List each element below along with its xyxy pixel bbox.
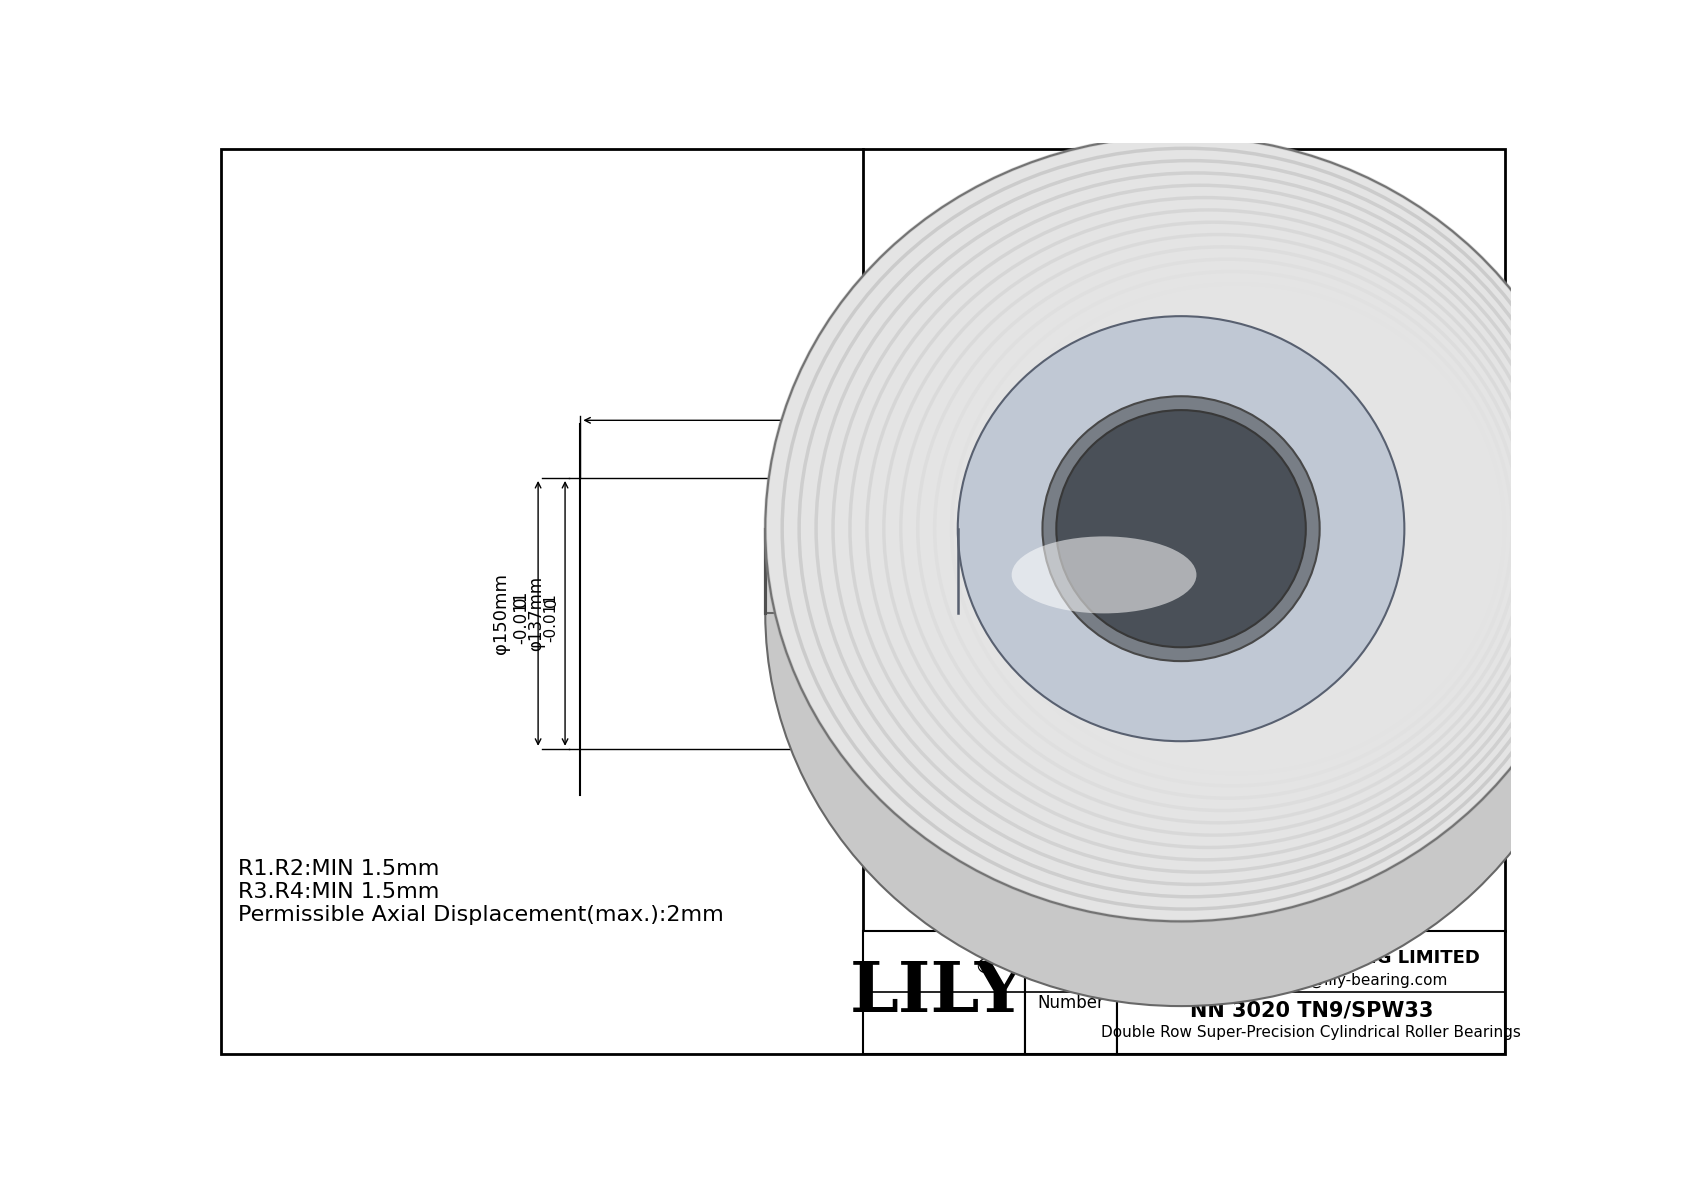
Text: Double Row Super-Precision Cylindrical Roller Bearings: Double Row Super-Precision Cylindrical R… bbox=[1101, 1025, 1521, 1041]
Text: 0: 0 bbox=[544, 597, 559, 606]
Text: ®: ® bbox=[973, 958, 994, 977]
Ellipse shape bbox=[765, 136, 1596, 922]
Text: 0: 0 bbox=[849, 389, 861, 407]
Ellipse shape bbox=[765, 220, 1596, 1006]
Text: SHANGHAI LILY BEARING LIMITED: SHANGHAI LILY BEARING LIMITED bbox=[1142, 949, 1480, 967]
Text: Email: lilybearing@lily-bearing.com: Email: lilybearing@lily-bearing.com bbox=[1175, 972, 1447, 987]
Bar bbox=[1002, 544, 1017, 580]
Text: 3mm: 3mm bbox=[1154, 424, 1201, 442]
Bar bbox=[1002, 647, 1017, 682]
Text: 0: 0 bbox=[1179, 597, 1197, 607]
Polygon shape bbox=[765, 529, 958, 613]
Bar bbox=[946, 709, 968, 749]
Text: Part
Number: Part Number bbox=[1037, 973, 1105, 1011]
Text: R3: R3 bbox=[1088, 524, 1110, 542]
Ellipse shape bbox=[958, 316, 1404, 741]
Text: φ119.4mm: φ119.4mm bbox=[1229, 565, 1248, 662]
Text: R1.R2:MIN 1.5mm: R1.R2:MIN 1.5mm bbox=[237, 859, 440, 879]
Text: 0: 0 bbox=[512, 597, 530, 607]
Text: -0.011: -0.011 bbox=[544, 593, 559, 642]
Text: 5.5mm: 5.5mm bbox=[1145, 439, 1209, 457]
Text: φ100mm: φ100mm bbox=[1197, 573, 1216, 654]
Text: φ150mm: φ150mm bbox=[492, 573, 510, 654]
Ellipse shape bbox=[1042, 481, 1320, 746]
Ellipse shape bbox=[1042, 397, 1320, 661]
Text: LILY: LILY bbox=[850, 959, 1026, 1025]
Bar bbox=[1081, 478, 1128, 749]
Bar bbox=[1002, 600, 1081, 626]
Ellipse shape bbox=[1012, 536, 1196, 613]
Bar bbox=[1026, 930, 1116, 1054]
Bar bbox=[862, 930, 1026, 1054]
Text: -0.01: -0.01 bbox=[1179, 596, 1197, 638]
Text: NN 3020 TN9/SPW33: NN 3020 TN9/SPW33 bbox=[1189, 1000, 1433, 1021]
Text: φ137mm: φ137mm bbox=[527, 575, 546, 651]
Bar bbox=[946, 478, 968, 518]
Text: R1: R1 bbox=[1088, 485, 1110, 503]
Bar bbox=[946, 518, 1017, 709]
Text: R4: R4 bbox=[1088, 523, 1110, 542]
Text: 37mm -0.2: 37mm -0.2 bbox=[805, 404, 904, 422]
Bar bbox=[1116, 930, 1505, 1054]
Text: R3.R4:MIN 1.5mm: R3.R4:MIN 1.5mm bbox=[237, 883, 440, 902]
Text: -0.011: -0.011 bbox=[512, 591, 530, 644]
Text: Permissible Axial Displacement(max.):2mm: Permissible Axial Displacement(max.):2mm bbox=[237, 905, 724, 925]
Ellipse shape bbox=[1027, 466, 1335, 761]
Bar bbox=[1017, 619, 1081, 710]
Bar bbox=[1017, 517, 1081, 607]
Ellipse shape bbox=[1056, 410, 1305, 647]
Text: R2: R2 bbox=[1088, 499, 1110, 518]
